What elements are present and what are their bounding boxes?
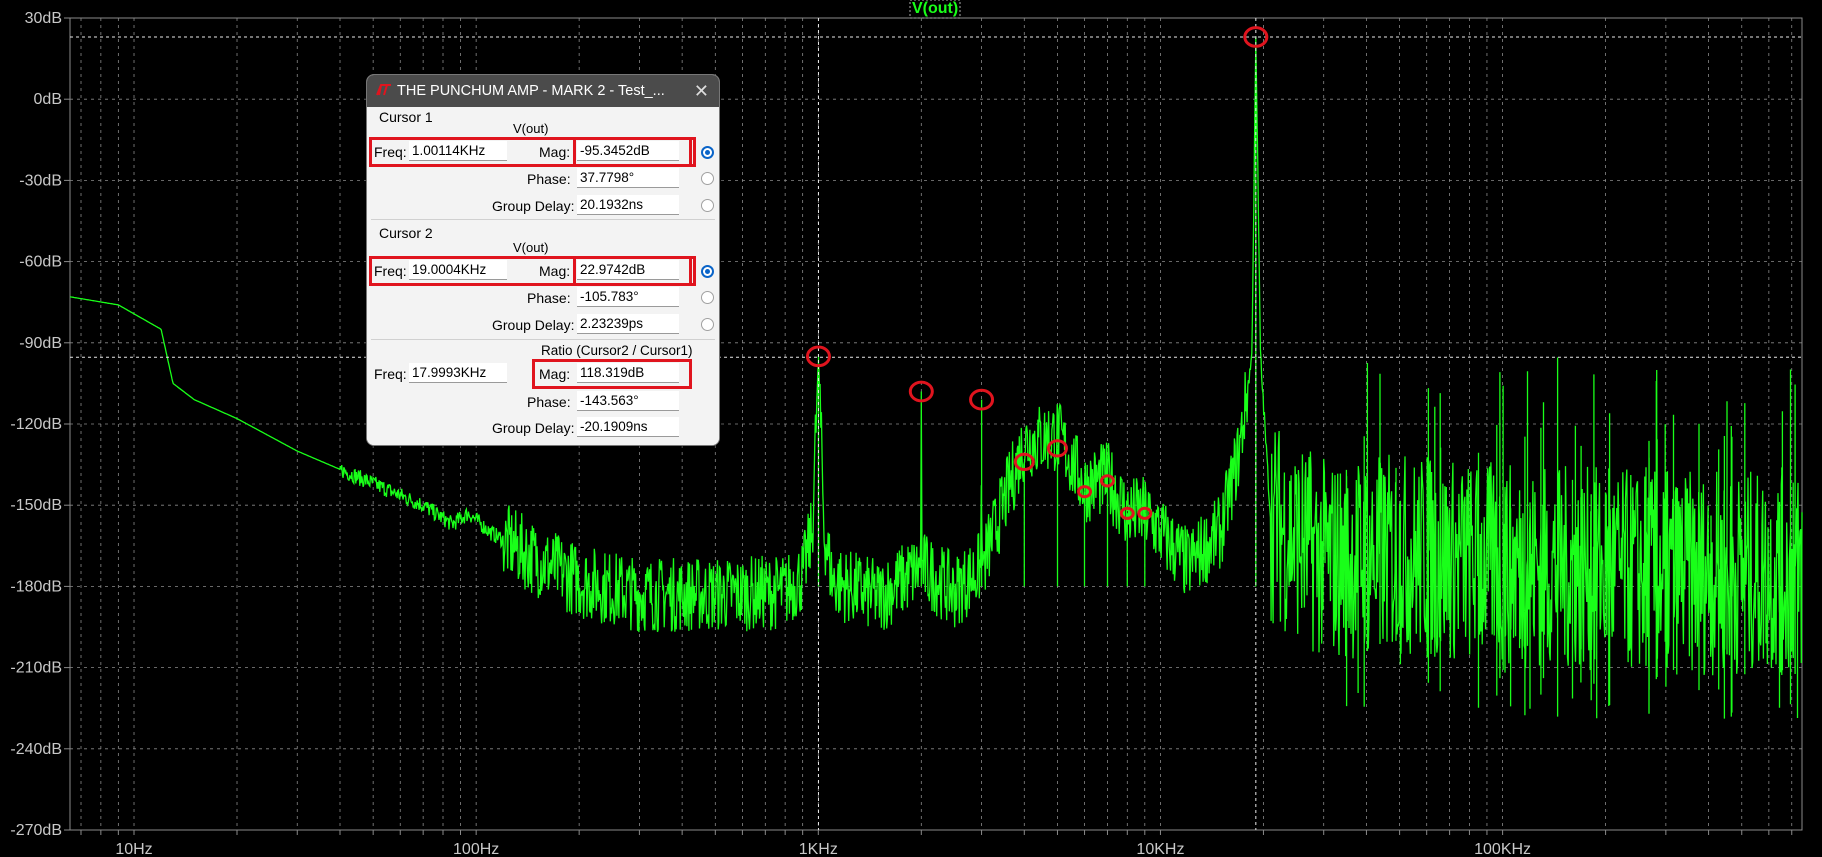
cursor1-gd-field[interactable]: 20.1932ns — [577, 195, 679, 215]
y-tick-label: -240dB — [10, 741, 62, 758]
cursor2-mag-radio[interactable] — [701, 265, 714, 278]
cursor2-freq-label: Freq: — [374, 263, 407, 279]
divider — [371, 219, 715, 220]
cursor2-header: Cursor 2 — [379, 225, 433, 241]
y-tick-label: -150dB — [10, 497, 62, 514]
harmonic-marker — [1119, 506, 1135, 520]
cursor1-header: Cursor 1 — [379, 109, 433, 125]
harmonic-marker — [969, 388, 995, 411]
cursor2-phase-label: Phase: — [527, 290, 571, 306]
cursor1-trace: V(out) — [513, 121, 549, 136]
y-tick-label: -270dB — [10, 822, 62, 839]
harmonic-marker — [1077, 485, 1093, 499]
harmonic-markers — [805, 26, 1269, 520]
cursor1-mag-radio[interactable] — [701, 146, 714, 159]
dialog-title: THE PUNCHUM AMP - MARK 2 - Test_... — [397, 83, 665, 99]
cursor1-gd-radio[interactable] — [701, 199, 714, 212]
harmonic-marker — [1046, 439, 1068, 458]
cursor2-freq-highlight — [369, 256, 696, 286]
vout-trace — [69, 36, 1803, 719]
ratio-header: Ratio (Cursor2 / Cursor1) — [541, 343, 693, 358]
harmonic-marker — [1137, 506, 1153, 520]
y-tick-label: -180dB — [10, 578, 62, 595]
close-icon[interactable]: ✕ — [693, 81, 709, 101]
x-tick-label: 10KHz — [1136, 841, 1184, 857]
ratio-gd-field[interactable]: -20.1909ns — [577, 417, 679, 437]
y-tick-label: -60dB — [19, 254, 62, 271]
x-axis-labels: 10Hz 100Hz 1KHz 10KHz 100KHz — [115, 841, 1531, 857]
cursor2-gd-label: Group Delay: — [492, 317, 575, 333]
cursor2-gd-radio[interactable] — [701, 318, 714, 331]
dialog-titlebar[interactable]: THE PUNCHUM AMP - MARK 2 - Test_... ✕ — [367, 75, 719, 107]
cursor1-mag-field[interactable]: -95.3452dB — [577, 141, 679, 161]
cursor1-freq-field[interactable]: 1.00114KHz — [409, 141, 507, 161]
trace-label[interactable]: V(out) — [912, 0, 958, 17]
y-tick-label: -90dB — [19, 335, 62, 352]
harmonic-marker — [1099, 474, 1115, 488]
cursor1-freq-highlight — [369, 137, 696, 167]
y-tick-label: -120dB — [10, 416, 62, 433]
cursor2-phase-radio[interactable] — [701, 291, 714, 304]
y-tick-label: -30dB — [19, 172, 62, 189]
cursor-dialog[interactable]: THE PUNCHUM AMP - MARK 2 - Test_... ✕ Cu… — [366, 74, 720, 446]
divider — [371, 339, 715, 340]
harmonic-marker — [1243, 26, 1269, 48]
x-tick-label: 1KHz — [799, 841, 838, 857]
cursor2-trace: V(out) — [513, 240, 549, 255]
cursor1-phase-field[interactable]: 37.7798° — [577, 168, 679, 188]
harmonic-marker — [1013, 452, 1035, 472]
cursor2-freq-field[interactable]: 19.0004KHz — [409, 260, 507, 280]
cursor1-phase-label: Phase: — [527, 171, 571, 187]
cursor-lines — [70, 18, 1802, 830]
dialog-body: Cursor 1 V(out) Freq: 1.00114KHz Mag: -9… — [367, 107, 719, 445]
ratio-mag-label: Mag: — [539, 366, 571, 382]
x-tick-label: 100Hz — [453, 841, 499, 857]
ratio-phase-field[interactable]: -143.563° — [577, 391, 679, 411]
x-tick-label: 10Hz — [115, 841, 152, 857]
x-tick-label: 100KHz — [1474, 841, 1531, 857]
ltspice-logo-icon — [376, 84, 391, 96]
y-tick-label: 0dB — [34, 91, 62, 108]
y-tick-label: -210dB — [10, 660, 62, 677]
ratio-mag-field[interactable]: 118.319dB — [577, 363, 679, 383]
plot-grid — [64, 17, 1803, 835]
y-axis-labels: 30dB 0dB -30dB -60dB -90dB -120dB -150dB -180dB… — [10, 10, 62, 839]
cursor1-mag-highlight — [573, 137, 692, 167]
cursor2-phase-field[interactable]: -105.783° — [577, 287, 679, 307]
ratio-freq-field[interactable]: 17.9993KHz — [409, 363, 507, 383]
ratio-phase-label: Phase: — [527, 394, 571, 410]
harmonic-marker — [908, 380, 934, 403]
ratio-freq-label: Freq: — [374, 366, 407, 382]
cursor2-gd-field[interactable]: 2.23239ps — [577, 314, 679, 334]
cursor1-gd-label: Group Delay: — [492, 198, 575, 214]
cursor2-mag-highlight — [573, 256, 692, 286]
y-tick-label: 30dB — [25, 10, 62, 27]
ratio-gd-label: Group Delay: — [492, 420, 575, 436]
trace-label-box — [909, 0, 961, 19]
cursor2-mag-label: Mag: — [539, 263, 571, 279]
cursor1-freq-label: Freq: — [374, 144, 407, 160]
ratio-mag-highlight — [532, 359, 692, 389]
cursor2-mag-field[interactable]: 22.9742dB — [577, 260, 679, 280]
cursor1-mag-label: Mag: — [539, 144, 571, 160]
harmonic-marker — [805, 345, 831, 368]
cursor1-phase-radio[interactable] — [701, 172, 714, 185]
